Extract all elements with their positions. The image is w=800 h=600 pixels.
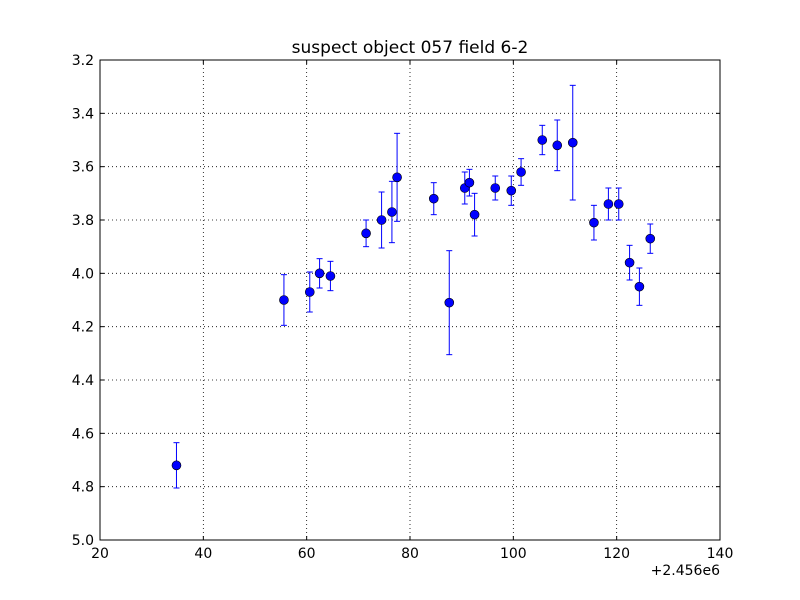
x-tick-label: 100 (500, 546, 527, 562)
data-point (376, 215, 387, 225)
data-point (171, 460, 182, 471)
data-point (325, 271, 336, 281)
data-point (506, 185, 517, 196)
x-offset-label: +2.456e6 (651, 563, 720, 579)
y-axis: 3.2 3.4 3.6 3.8 4.0 4.2 4.4 4.6 4.8 5.0 (72, 53, 720, 549)
y-tick-label: 4.0 (72, 266, 94, 282)
data-point (279, 295, 289, 305)
x-tick-label: 120 (603, 546, 630, 562)
data-point (361, 228, 371, 239)
data-point (469, 209, 480, 220)
data-point (603, 199, 614, 209)
x-tick-label: 60 (298, 546, 316, 562)
chart-title: suspect object 057 field 6-2 (292, 38, 529, 58)
data-point (387, 207, 397, 217)
data-point (645, 233, 656, 244)
data-point (490, 183, 501, 193)
data-point (304, 287, 315, 297)
data-point (589, 217, 599, 228)
y-tick-label: 5.0 (72, 533, 94, 549)
x-tick-label: 20 (91, 546, 109, 562)
y-tick-label: 4.6 (72, 426, 94, 442)
data-point (392, 172, 402, 183)
y-tick-label: 3.2 (72, 53, 94, 69)
y-tick-label: 3.8 (72, 213, 94, 229)
data-point (537, 135, 548, 145)
x-axis: 20 40 60 80 100 120 140 (91, 60, 733, 562)
data-point (634, 281, 645, 292)
data-point (314, 268, 325, 279)
x-tick-label: 40 (194, 546, 212, 562)
data-point (624, 257, 635, 268)
y-tick-label: 4.4 (72, 373, 94, 389)
data-point (428, 193, 439, 204)
y-tick-label: 3.6 (72, 160, 94, 176)
data-point (444, 297, 455, 308)
y-tick-label: 4.2 (72, 320, 94, 336)
data-point (464, 177, 475, 188)
x-tick-label: 80 (401, 546, 419, 562)
data-markers (171, 135, 656, 471)
data-point (552, 140, 563, 151)
y-tick-label: 4.8 (72, 480, 94, 496)
x-tick-label: 140 (707, 546, 734, 562)
data-point (613, 199, 624, 209)
data-point (567, 137, 578, 148)
y-tick-label: 3.4 (72, 106, 94, 122)
data-point (516, 167, 526, 177)
